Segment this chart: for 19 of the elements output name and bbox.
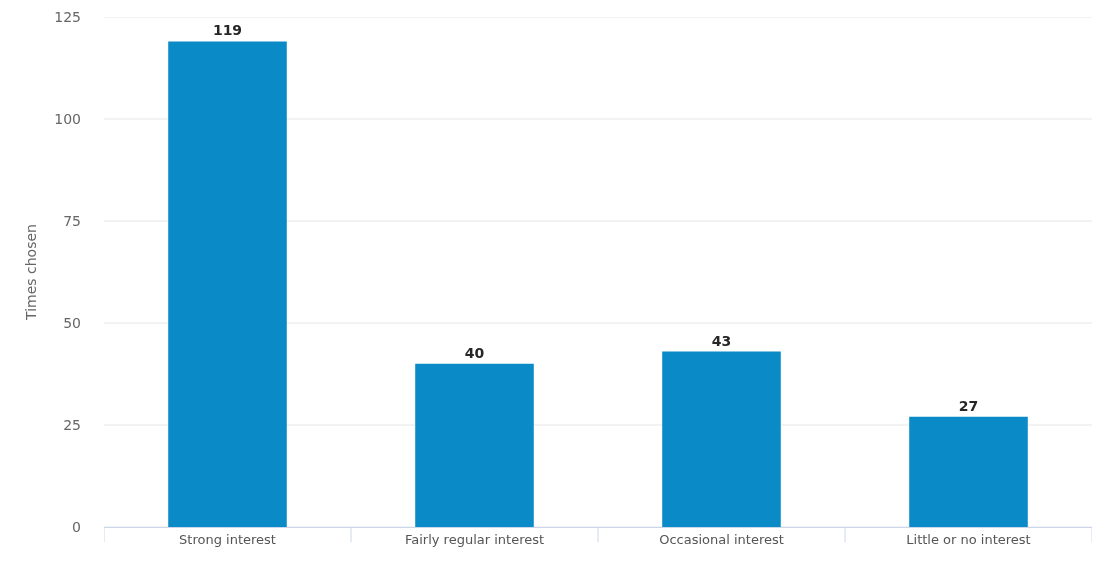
data-label: 119 [212, 22, 243, 39]
y-tick-label: 50 [63, 314, 81, 331]
y-tick-label: 75 [63, 212, 81, 229]
data-label: 40 [464, 344, 485, 361]
y-tick-label: 25 [63, 416, 81, 433]
y-tick-label: 0 [72, 518, 81, 535]
y-axis-title: Times chosen [22, 224, 39, 321]
data-label: 27 [958, 397, 979, 414]
x-tick-label: Occasional interest [659, 531, 784, 547]
bar [415, 363, 534, 527]
data-label: 43 [711, 332, 732, 349]
y-tick-label: 125 [54, 8, 81, 25]
bar [909, 416, 1028, 527]
x-tick-label: Fairly regular interest [404, 531, 545, 547]
x-tick-label: Little or no interest [906, 531, 1031, 547]
y-tick-label: 100 [54, 110, 81, 127]
bar [662, 351, 781, 527]
x-tick-label: Strong interest [179, 531, 276, 547]
bar [168, 41, 287, 527]
